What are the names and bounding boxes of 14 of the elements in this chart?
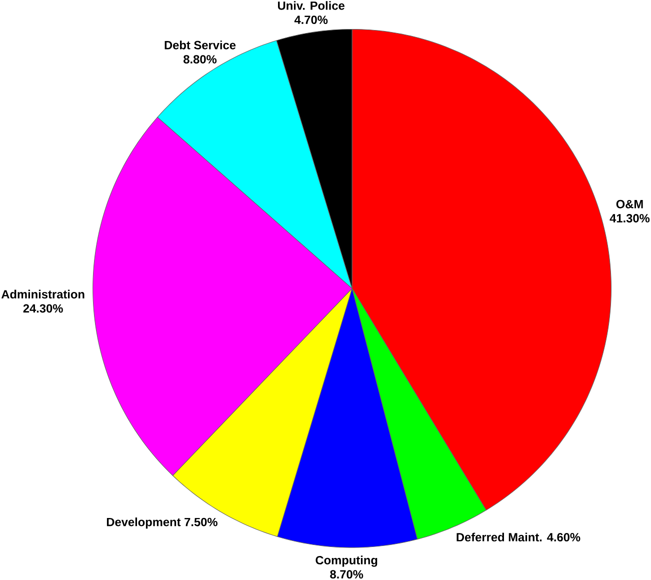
data-label: 8.80% (184, 55, 217, 64)
slice-label: Administration (1, 290, 84, 299)
slice-label: Debt Service (164, 40, 236, 50)
slice-label: Development (106, 518, 181, 529)
data-label: 41.30% (610, 214, 650, 223)
data-label: 8.70% (330, 570, 364, 579)
data-label: 7.50% (184, 518, 218, 526)
slice-label: O&M (616, 200, 643, 208)
slice-label: Deferred Maint. (456, 532, 542, 542)
slice-label: Computing (316, 556, 378, 567)
data-label: 4.70% (294, 16, 328, 24)
data-label: 24.30% (23, 304, 63, 313)
data-label: 4.60% (547, 533, 580, 542)
slice-label: Univ. Police (278, 1, 344, 10)
